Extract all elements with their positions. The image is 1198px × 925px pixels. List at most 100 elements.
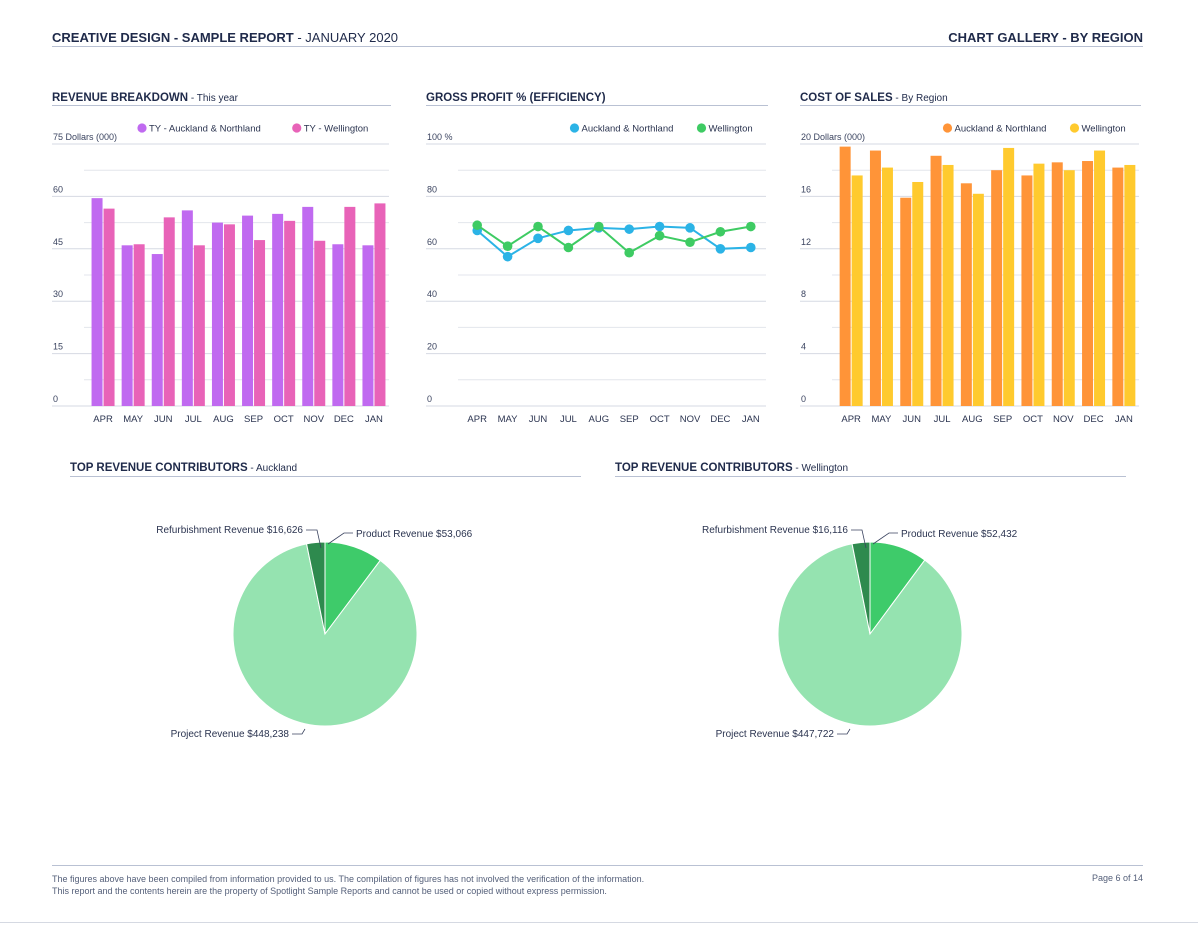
x-tick-label: OCT [1023, 414, 1043, 425]
bar [121, 245, 133, 406]
x-tick-label: JUL [185, 414, 202, 425]
bar [1063, 170, 1075, 406]
legend-label: TY - Auckland & Northland [149, 124, 261, 135]
data-point [472, 220, 482, 231]
bar [242, 215, 254, 406]
data-point [624, 247, 634, 258]
bar [1082, 161, 1094, 406]
data-point [502, 241, 513, 251]
bar [1124, 164, 1136, 406]
legend-marker [292, 123, 302, 133]
bar [930, 155, 942, 406]
x-tick-label: JAN [1115, 414, 1133, 425]
leader-line [837, 728, 851, 735]
x-tick-label: AUG [589, 414, 610, 425]
bar [302, 206, 314, 406]
x-tick-label: NOV [1053, 414, 1074, 425]
legend-marker [569, 123, 580, 133]
y-tick-label: 100 % [427, 132, 453, 142]
bar [374, 203, 386, 406]
data-point [594, 221, 604, 232]
revenue-breakdown-chart: 0 15 30 45 60 75 Dollars (000) TY - Wellington… [52, 123, 389, 425]
y-tick-label: 15 [53, 342, 63, 352]
revenue-breakdown-panel: REVENUE BREAKDOWN - This year 0 15 30 45 60 7… [52, 92, 391, 432]
bar [851, 175, 863, 406]
bar [133, 244, 145, 406]
legend-label: Auckland & Northland [955, 124, 1047, 135]
pie-auckland-panel: TOP REVENUE CONTRIBUTORS - Auckland Prod… [70, 462, 581, 752]
bar [991, 170, 1003, 406]
y-tick-label: 0 [427, 394, 432, 404]
series-line [476, 225, 751, 258]
revenue-breakdown-title: REVENUE BREAKDOWN - This year [52, 92, 238, 104]
y-tick-label: 4 [801, 342, 806, 352]
legend-marker [696, 123, 707, 133]
footer-disclaimer: The figures above have been compiled fro… [52, 873, 644, 897]
bar [151, 254, 163, 406]
leader-line [851, 529, 867, 549]
x-tick-label: JUL [560, 414, 577, 425]
bar [103, 208, 115, 406]
bar [223, 224, 235, 406]
data-point [685, 237, 695, 248]
legend-label: Wellington [709, 124, 753, 135]
gross-profit-panel: GROSS PROFIT % (EFFICIENCY) 0 20 40 60 80 100… [426, 92, 768, 432]
slice-label: Refurbishment Revenue $16,626 [156, 525, 303, 536]
bar [344, 206, 356, 406]
data-point [563, 225, 574, 236]
bar [284, 220, 296, 406]
page-section-title: CHART GALLERY - BY REGION [948, 30, 1143, 45]
report-header: CREATIVE DESIGN - SAMPLE REPORT - JANUAR… [52, 30, 1143, 47]
x-tick-label: JUN [529, 414, 548, 425]
x-tick-label: APR [93, 414, 113, 425]
bar [272, 213, 284, 406]
bar [254, 240, 266, 406]
page-number: Page 6 of 14 [1091, 873, 1143, 883]
data-point [563, 242, 574, 253]
bar [942, 164, 954, 406]
cost-of-sales-chart: 0 4 8 12 16 20 Dollars (000) Wellington Aucklan… [800, 123, 1139, 425]
data-point [624, 224, 634, 234]
y-tick-label: 8 [801, 289, 806, 299]
x-tick-label: MAY [872, 414, 893, 425]
pie-slice [232, 543, 418, 727]
bar [900, 197, 912, 406]
slice-label: Project Revenue $448,238 [171, 729, 290, 740]
data-point [746, 221, 756, 232]
y-tick-label: 20 [427, 342, 437, 352]
slice-label: Refurbishment Revenue $16,116 [702, 525, 848, 536]
bar [332, 244, 344, 406]
y-tick-label: 0 [53, 394, 58, 404]
bar [1112, 167, 1124, 406]
x-tick-label: SEP [620, 414, 639, 425]
pie-slice [777, 543, 963, 727]
y-tick-label: 80 [427, 184, 437, 194]
series-line [476, 224, 751, 254]
pie-auckland-title: TOP REVENUE CONTRIBUTORS - Auckland [70, 462, 298, 474]
bar [1003, 147, 1015, 406]
cost-of-sales-panel: COST OF SALES - By Region 0 4 8 12 16 20 Doll… [800, 92, 1141, 432]
legend-label: TY - Wellington [304, 124, 369, 135]
x-tick-label: NOV [680, 414, 701, 425]
y-tick-label: 60 [53, 184, 63, 194]
leader-line [306, 529, 322, 549]
data-point [502, 251, 513, 262]
pie-wellington-chart: Product Revenue $52,432 Refurbishment Rev… [702, 525, 1018, 740]
legend-label: Wellington [1082, 124, 1126, 135]
legend-marker [137, 123, 147, 133]
slice-label: Product Revenue $52,432 [901, 529, 1018, 540]
report-title: CREATIVE DESIGN - SAMPLE REPORT - JANUAR… [52, 30, 399, 45]
x-tick-label: MAY [123, 414, 144, 425]
bar [1051, 162, 1063, 406]
pie-wellington-title: TOP REVENUE CONTRIBUTORS - Wellington [615, 462, 849, 474]
x-tick-label: SEP [244, 414, 263, 425]
y-tick-label: 20 Dollars (000) [801, 132, 865, 142]
data-point [654, 230, 665, 241]
bar [362, 245, 374, 406]
gross-profit-title: GROSS PROFIT % (EFFICIENCY) [426, 92, 606, 104]
page-bottom-divider [0, 922, 1198, 923]
slice-label: Project Revenue $447,722 [716, 729, 835, 740]
data-point [654, 221, 665, 232]
bar [972, 193, 984, 406]
bar [881, 167, 893, 406]
